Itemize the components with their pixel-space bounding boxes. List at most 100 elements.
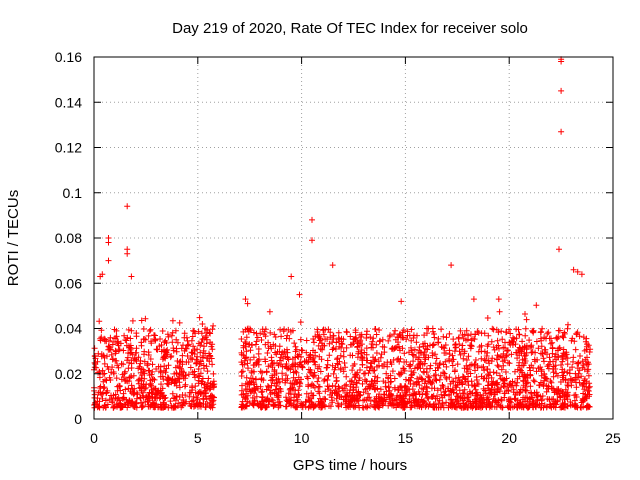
- data-point: [273, 383, 280, 389]
- data-point: [400, 395, 407, 402]
- data-point: [347, 387, 354, 394]
- data-point: [390, 346, 397, 353]
- data-point: [495, 397, 502, 403]
- data-point: [125, 326, 132, 333]
- data-point: [449, 358, 456, 365]
- data-point: [383, 370, 390, 377]
- data-point: [520, 377, 527, 384]
- data-point: [432, 351, 439, 358]
- data-point: [276, 378, 283, 385]
- data-point: [584, 387, 591, 394]
- data-point: [520, 382, 527, 389]
- data-point: [193, 360, 200, 367]
- data-point: [475, 403, 482, 410]
- data-point: [539, 393, 546, 399]
- data-point: [179, 361, 186, 368]
- data-point: [343, 344, 350, 351]
- data-point: [178, 399, 185, 406]
- data-point: [332, 346, 339, 352]
- data-point: [576, 367, 583, 374]
- data-point: [427, 378, 433, 385]
- data-point: [433, 355, 440, 362]
- data-point: [484, 349, 491, 356]
- data-point: [526, 337, 533, 344]
- data-point: [484, 366, 491, 373]
- data-point: [343, 328, 350, 335]
- data-point: [562, 400, 569, 407]
- data-point: [581, 366, 588, 373]
- data-point: [579, 358, 586, 365]
- data-point: [509, 378, 516, 385]
- data-point: [449, 362, 456, 369]
- data-point: [249, 394, 256, 401]
- data-point: [353, 334, 360, 341]
- data-point: [554, 397, 561, 404]
- data-point: [516, 373, 523, 380]
- data-point: [326, 352, 333, 359]
- data-point: [354, 395, 361, 402]
- data-point: [476, 397, 483, 404]
- data-point: [350, 381, 357, 388]
- data-point: [367, 359, 374, 366]
- data-point: [179, 392, 186, 398]
- data-point: [384, 363, 391, 370]
- data-point: [187, 364, 194, 371]
- data-point: [109, 364, 116, 371]
- data-point: [188, 398, 195, 405]
- data-point: [522, 311, 528, 317]
- data-point: [173, 382, 180, 389]
- data-point: [354, 343, 361, 350]
- data-point: [443, 334, 450, 341]
- data-point: [262, 341, 269, 348]
- data-point: [379, 397, 386, 404]
- data-point: [449, 399, 456, 406]
- y-tick-label: 0.06: [55, 275, 82, 291]
- data-point: [377, 354, 384, 361]
- data-point: [176, 379, 183, 386]
- data-point: [333, 395, 340, 402]
- data-point: [441, 389, 447, 396]
- data-point: [295, 374, 302, 381]
- data-point: [110, 369, 117, 375]
- data-point: [334, 355, 341, 362]
- data-point: [95, 389, 102, 396]
- data-point: [107, 377, 114, 383]
- data-point: [307, 369, 313, 376]
- data-point: [298, 362, 305, 369]
- data-point: [459, 390, 466, 397]
- data-point: [564, 325, 571, 332]
- data-point: [519, 356, 526, 363]
- data-point: [105, 346, 112, 353]
- data-point: [101, 360, 108, 367]
- data-point: [291, 394, 297, 401]
- data-point: [386, 387, 393, 394]
- data-point: [192, 389, 199, 396]
- data-point: [252, 376, 259, 382]
- data-point: [287, 328, 294, 335]
- data-point: [239, 361, 246, 368]
- data-point: [475, 381, 482, 388]
- data-point: [147, 356, 154, 362]
- data-point: [561, 330, 568, 337]
- data-point: [499, 336, 506, 343]
- data-point: [141, 375, 148, 382]
- data-point: [126, 374, 133, 381]
- x-tick-label: 0: [90, 430, 98, 446]
- data-point: [102, 397, 109, 404]
- data-point: [182, 400, 188, 407]
- data-point: [488, 338, 495, 345]
- data-point: [240, 342, 247, 349]
- data-point: [478, 330, 485, 337]
- data-point: [490, 344, 497, 351]
- data-point: [111, 326, 118, 333]
- data-point: [151, 400, 158, 407]
- x-tick-label: 10: [294, 430, 310, 446]
- data-point: [122, 386, 129, 393]
- data-point: [367, 398, 374, 404]
- data-point: [463, 362, 470, 369]
- data-point: [496, 308, 503, 315]
- data-point: [283, 394, 289, 401]
- x-tick-label: 15: [398, 430, 414, 446]
- data-point: [205, 375, 212, 382]
